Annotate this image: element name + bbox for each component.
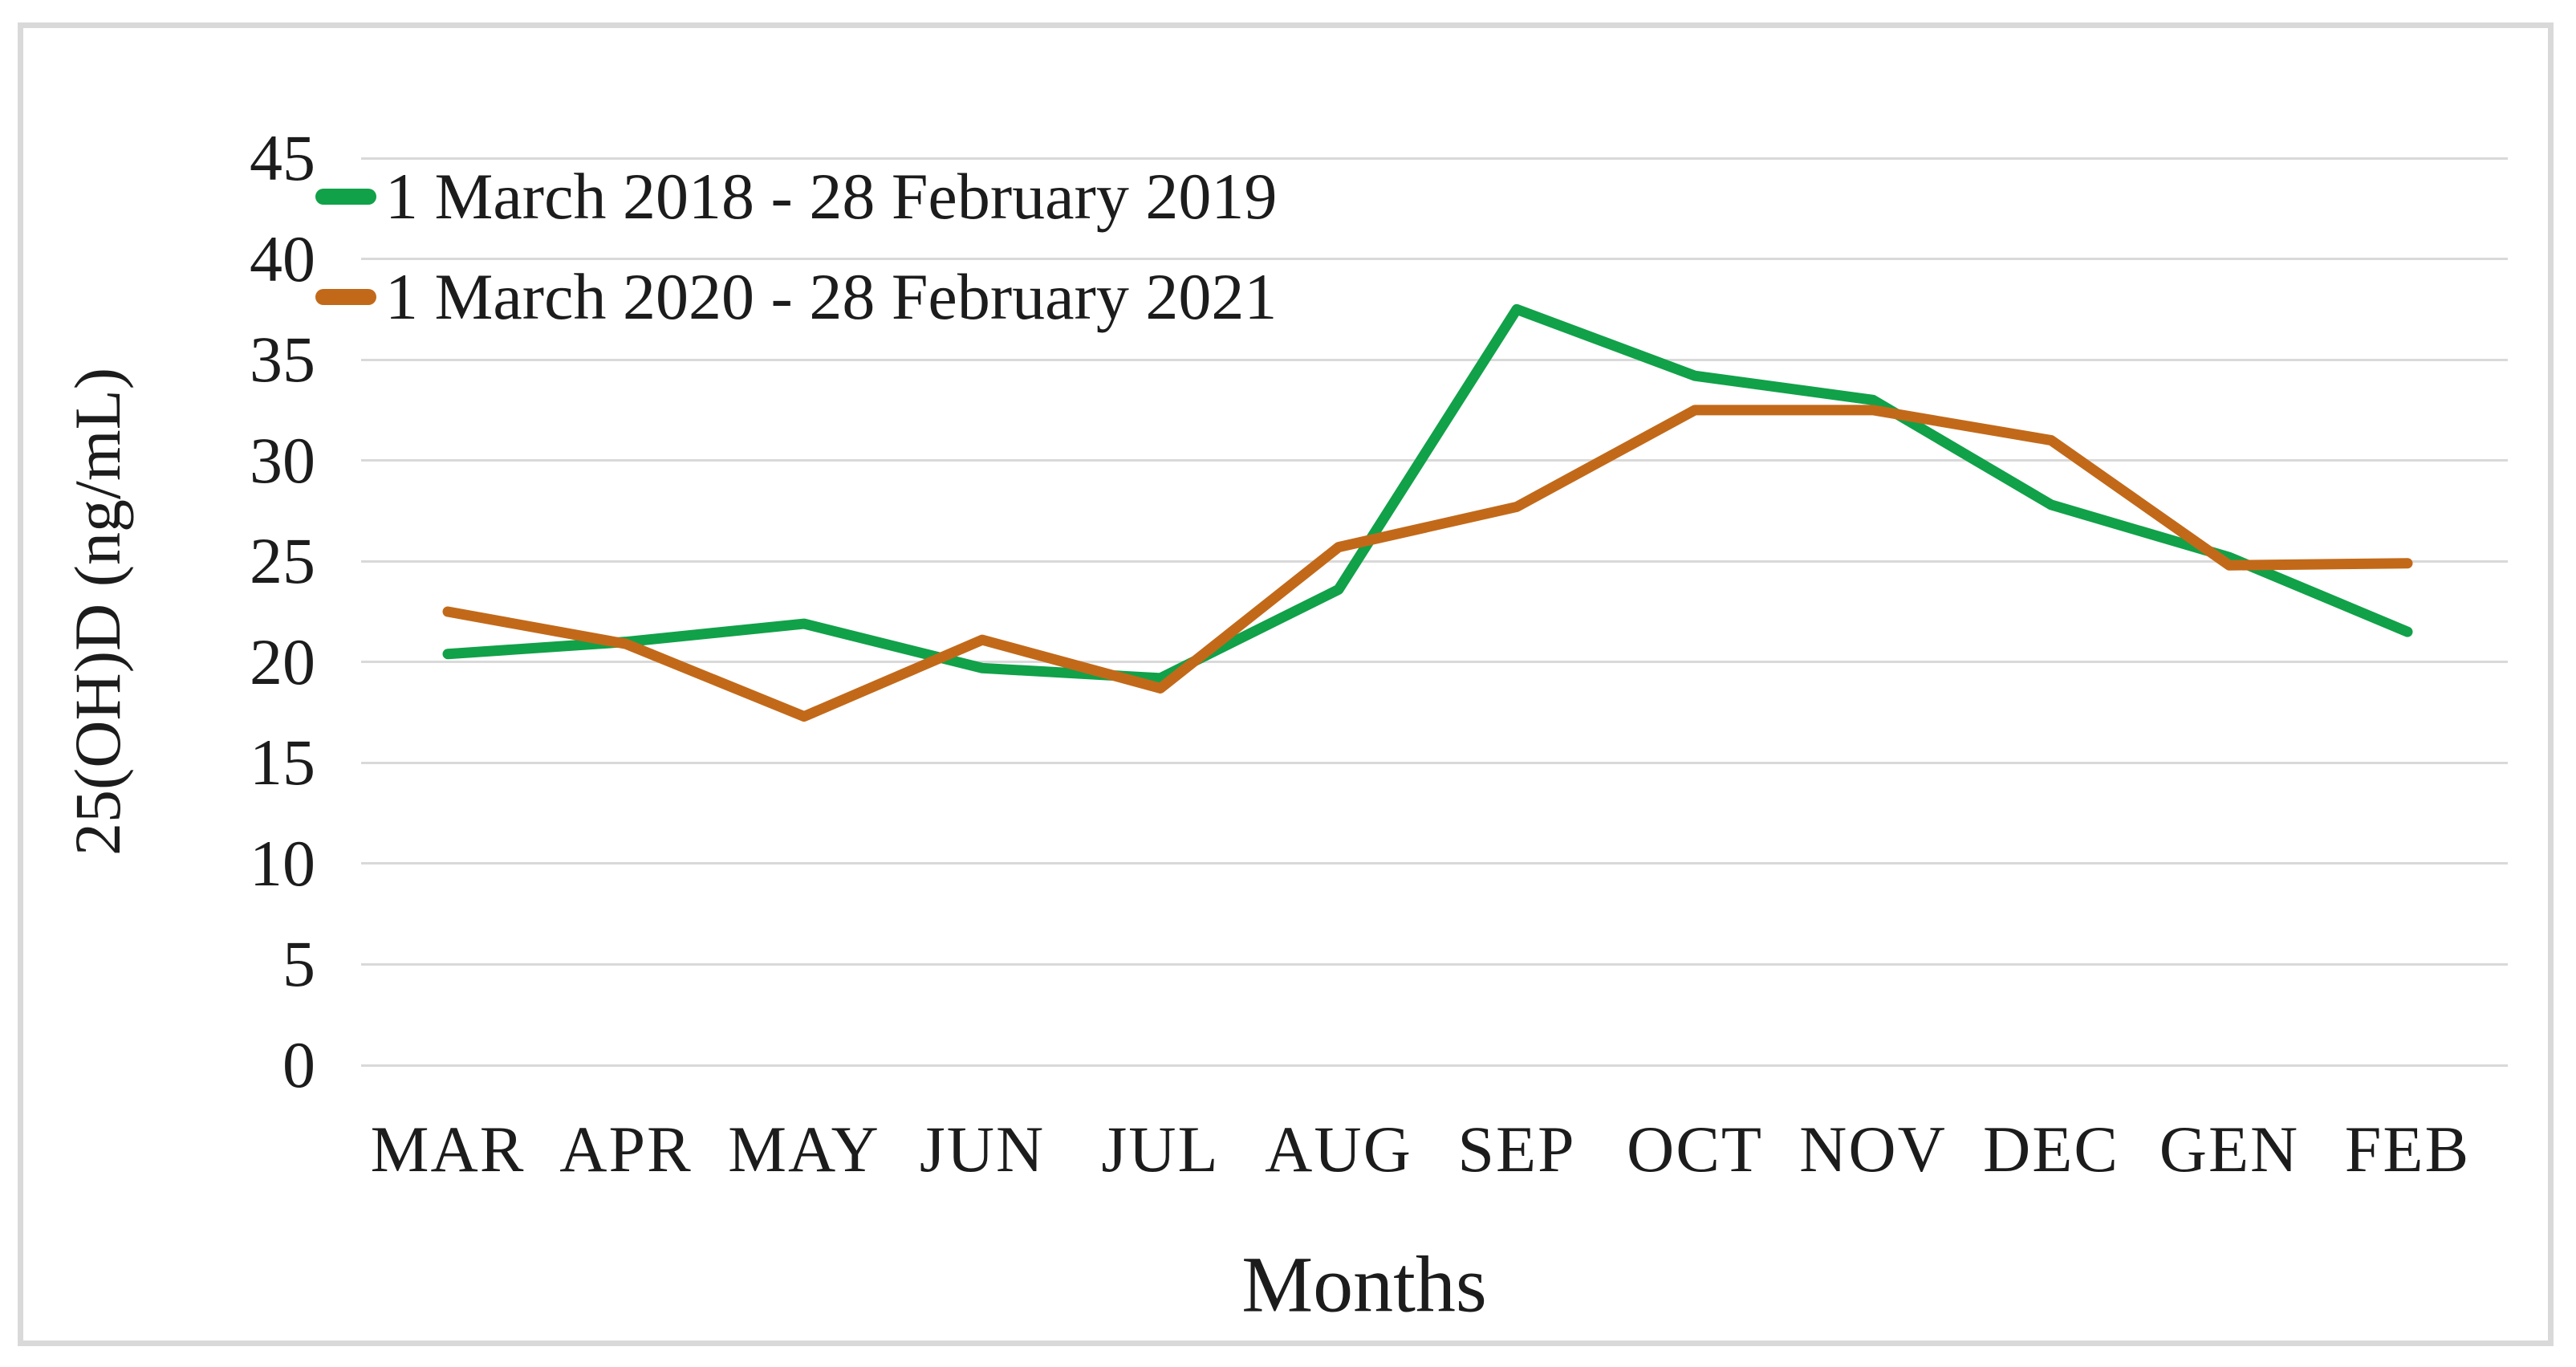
y-tick-label-45: 45 [250, 121, 315, 194]
y-tick-label-35: 35 [250, 323, 315, 397]
x-tick-label-jun: JUN [919, 1113, 1046, 1186]
gridline-y-15 [361, 761, 2508, 764]
y-tick-label-5: 5 [282, 927, 315, 1001]
x-tick-label-gen: GEN [2159, 1113, 2300, 1186]
gridline-y-30 [361, 459, 2508, 462]
y-tick-label-25: 25 [250, 524, 315, 598]
gridline-y-35 [361, 358, 2508, 361]
legend-label-2018-2019: 1 March 2018 - 28 February 2019 [385, 160, 1278, 233]
x-tick-label-may: MAY [728, 1113, 880, 1186]
gridline-y-25 [361, 559, 2508, 563]
gridline-y-20 [361, 661, 2508, 664]
x-tick-label-jul: JUL [1101, 1113, 1220, 1186]
y-tick-label-15: 15 [250, 726, 315, 799]
figure-border [18, 22, 2554, 1346]
gridline-y-10 [361, 862, 2508, 865]
plot-area [442, 303, 2413, 722]
gridline-y-5 [361, 962, 2508, 966]
series-line-2020-2021 [442, 405, 2413, 722]
x-tick-label-aug: AUG [1265, 1113, 1412, 1186]
y-tick-label-0: 0 [282, 1028, 315, 1101]
gridline-y-0 [361, 1064, 2508, 1067]
x-tick-label-nov: NOV [1799, 1113, 1947, 1186]
y-tick-label-40: 40 [250, 222, 315, 295]
y-axis-title: 25(OH)D (ng/mL) [61, 367, 134, 856]
x-tick-label-feb: FEB [2344, 1113, 2471, 1186]
x-tick-label-mar: MAR [370, 1113, 526, 1186]
gridline-y-40 [361, 258, 2508, 261]
gridline-y-45 [361, 157, 2508, 160]
legend-label-2020-2021: 1 March 2020 - 28 February 2021 [385, 260, 1278, 333]
x-tick-label-sep: SEP [1457, 1113, 1576, 1186]
x-tick-label-dec: DEC [1983, 1113, 2119, 1186]
y-tick-label-30: 30 [250, 423, 315, 497]
series-line-2018-2019 [442, 303, 2413, 684]
legend-swatch-2020-2021 [315, 289, 376, 305]
x-axis-title: Months [1241, 1239, 1487, 1329]
x-tick-label-oct: OCT [1627, 1113, 1763, 1186]
x-tick-label-apr: APR [559, 1113, 693, 1186]
y-tick-label-10: 10 [250, 826, 315, 900]
y-tick-label-20: 20 [250, 625, 315, 698]
legend-swatch-2018-2019 [315, 189, 376, 205]
